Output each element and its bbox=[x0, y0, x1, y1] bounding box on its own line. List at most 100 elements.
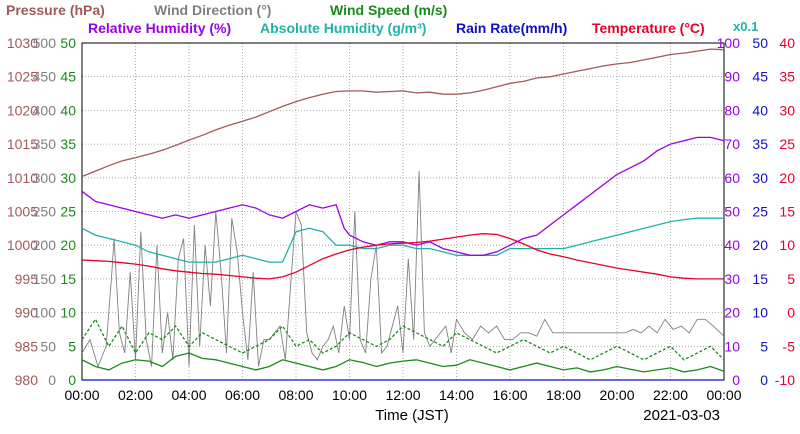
x-tick-label: 18:00 bbox=[546, 387, 581, 403]
x-tick-label: 00:00 bbox=[706, 387, 741, 403]
y-tick-label-rel-hum: 80 bbox=[724, 102, 740, 118]
y-tick-label-abs-hum-rain: 45 bbox=[752, 69, 768, 85]
legend-item-wind-speed: Wind Speed (m/s) bbox=[330, 2, 447, 18]
y-tick-label-temp: 15 bbox=[779, 204, 795, 220]
x-tick-label: 02:00 bbox=[118, 387, 153, 403]
series-line-temp bbox=[81, 233, 724, 280]
legend-item-wind-dir: Wind Direction (°) bbox=[154, 2, 271, 18]
y-tick-label-rel-hum: 60 bbox=[724, 170, 740, 186]
y-tick-label-abs-hum-rain: 5 bbox=[760, 338, 768, 354]
y-tick-label-rel-hum: 30 bbox=[724, 271, 740, 287]
y-tick-label-wind-speed: 25 bbox=[60, 204, 76, 220]
y-tick-label-rel-hum: 20 bbox=[724, 305, 740, 321]
y-tick-label-wind-speed: 10 bbox=[60, 305, 76, 321]
y-tick-label-wind-dir: 400 bbox=[33, 102, 57, 118]
y-tick-label-wind-dir: 450 bbox=[33, 69, 57, 85]
y-tick-label-rel-hum: 100 bbox=[717, 35, 741, 51]
y-tick-label-temp: 0 bbox=[787, 305, 795, 321]
y-tick-label-wind-dir: 200 bbox=[33, 237, 57, 253]
series-line-abs-hum bbox=[81, 217, 724, 263]
y-tick-label-abs-hum-rain: 20 bbox=[752, 237, 768, 253]
x-tick-label: 16:00 bbox=[492, 387, 527, 403]
y-tick-label-wind-dir: 500 bbox=[33, 35, 57, 51]
series-layer bbox=[81, 48, 725, 381]
y-tick-label-pressure: 1005 bbox=[7, 204, 38, 220]
y-tick-label-wind-speed: 40 bbox=[60, 102, 76, 118]
legend-item-pressure: Pressure (hPa) bbox=[6, 2, 105, 18]
x-axis-title: Time (JST) bbox=[375, 407, 449, 424]
y-tick-label-abs-hum-rain: 35 bbox=[752, 136, 768, 152]
y-tick-label-temp: 30 bbox=[779, 102, 795, 118]
y-tick-label-wind-dir: 100 bbox=[33, 305, 57, 321]
y-tick-label-abs-hum-rain: 0 bbox=[760, 372, 768, 388]
y-tick-label-pressure: 1010 bbox=[7, 170, 38, 186]
y-tick-label-rel-hum: 70 bbox=[724, 136, 740, 152]
y-tick-label-wind-speed: 45 bbox=[60, 69, 76, 85]
y-tick-label-wind-dir: 0 bbox=[48, 372, 56, 388]
legend: Pressure (hPa) Wind Direction (°) Wind Spe… bbox=[6, 2, 705, 36]
y-tick-label-wind-dir: 300 bbox=[33, 170, 57, 186]
y-tick-label-pressure: 980 bbox=[15, 372, 39, 388]
y-tick-label-temp: -10 bbox=[775, 372, 795, 388]
y-tick-label-wind-speed: 0 bbox=[68, 372, 76, 388]
x-tick-label: 12:00 bbox=[385, 387, 420, 403]
y-tick-label-pressure: 995 bbox=[15, 271, 39, 287]
y-tick-label-wind-dir: 350 bbox=[33, 136, 57, 152]
y-tick-label-temp: 35 bbox=[779, 69, 795, 85]
y-tick-label-abs-hum-rain: 10 bbox=[752, 305, 768, 321]
legend-item-temp: Temperature (°C) bbox=[592, 20, 705, 36]
scale-note: x0.1 bbox=[733, 19, 758, 34]
series-line-rel-hum bbox=[81, 136, 725, 256]
x-tick-label: 04:00 bbox=[171, 387, 206, 403]
y-tick-label-temp: 10 bbox=[779, 237, 795, 253]
y-tick-label-wind-speed: 35 bbox=[60, 136, 76, 152]
y-tick-label-wind-speed: 20 bbox=[60, 237, 76, 253]
chart-date: 2021-03-03 bbox=[643, 407, 720, 424]
y-tick-label-rel-hum: 90 bbox=[724, 69, 740, 85]
y-tick-label-abs-hum-rain: 40 bbox=[752, 102, 768, 118]
y-tick-label-wind-speed: 5 bbox=[68, 338, 76, 354]
y-tick-label-pressure: 1025 bbox=[7, 69, 38, 85]
axes-layer: 9809859909951000100510101015102010251030… bbox=[7, 35, 795, 403]
y-tick-label-pressure: 1000 bbox=[7, 237, 38, 253]
y-tick-label-wind-speed: 15 bbox=[60, 271, 76, 287]
series-line-wind-speed bbox=[81, 352, 725, 373]
series-line-wind-gust bbox=[81, 317, 725, 361]
legend-item-abs-hum: Absolute Humidity (g/m³) bbox=[260, 20, 426, 36]
x-tick-label: 20:00 bbox=[599, 387, 634, 403]
y-tick-label-abs-hum-rain: 25 bbox=[752, 204, 768, 220]
y-tick-label-wind-dir: 150 bbox=[33, 271, 57, 287]
x-tick-label: 06:00 bbox=[225, 387, 260, 403]
y-tick-label-wind-speed: 30 bbox=[60, 170, 76, 186]
y-tick-label-pressure: 985 bbox=[15, 338, 39, 354]
series-line-pressure bbox=[81, 48, 725, 178]
y-tick-label-abs-hum-rain: 30 bbox=[752, 170, 768, 186]
y-tick-label-abs-hum-rain: 50 bbox=[752, 35, 768, 51]
y-tick-label-temp: 40 bbox=[779, 35, 795, 51]
y-tick-label-rel-hum: 40 bbox=[724, 237, 740, 253]
y-tick-label-temp: 5 bbox=[787, 271, 795, 287]
legend-item-rain: Rain Rate(mm/h) bbox=[456, 20, 567, 36]
series-line-wind-dir bbox=[81, 171, 725, 368]
y-tick-label-temp: -5 bbox=[783, 338, 796, 354]
y-tick-label-wind-speed: 50 bbox=[60, 35, 76, 51]
y-tick-label-wind-dir: 50 bbox=[40, 338, 56, 354]
y-tick-label-rel-hum: 0 bbox=[732, 372, 740, 388]
y-tick-label-rel-hum: 50 bbox=[724, 204, 740, 220]
y-tick-label-pressure: 1015 bbox=[7, 136, 38, 152]
x-tick-label: 10:00 bbox=[332, 387, 367, 403]
y-tick-label-rel-hum: 10 bbox=[724, 338, 740, 354]
y-tick-label-pressure: 990 bbox=[15, 305, 39, 321]
legend-item-rel-hum: Relative Humidity (%) bbox=[88, 20, 231, 36]
x-tick-label: 08:00 bbox=[278, 387, 313, 403]
y-tick-label-temp: 20 bbox=[779, 170, 795, 186]
y-tick-label-abs-hum-rain: 15 bbox=[752, 271, 768, 287]
y-tick-label-pressure: 1020 bbox=[7, 102, 38, 118]
x-tick-label: 14:00 bbox=[439, 387, 474, 403]
y-tick-label-pressure: 1030 bbox=[7, 35, 38, 51]
y-tick-label-temp: 25 bbox=[779, 136, 795, 152]
x-tick-label: 22:00 bbox=[653, 387, 688, 403]
y-tick-label-wind-dir: 250 bbox=[33, 204, 57, 220]
x-tick-label: 00:00 bbox=[64, 387, 99, 403]
